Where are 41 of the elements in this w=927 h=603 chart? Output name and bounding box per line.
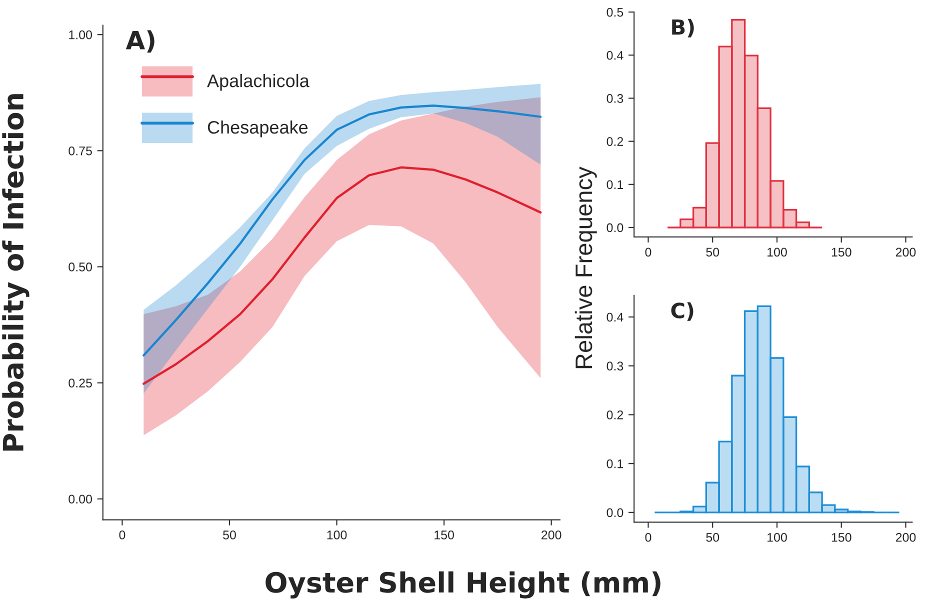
y-tick-label: 0.1 <box>606 180 624 190</box>
x-tick-label: 200 <box>896 532 916 542</box>
line-series <box>142 104 542 357</box>
x-tick-label: 100 <box>768 248 787 257</box>
y-tick-label: 0.3 <box>606 362 624 370</box>
x-tick-label: 0 <box>645 532 652 542</box>
x-tick-label: 0 <box>645 248 652 257</box>
chart-title: C) <box>671 302 694 321</box>
y-tick-label: 0.25 <box>68 378 92 388</box>
x-tick-label: 50 <box>706 532 720 542</box>
y-tick-label: 0.3 <box>606 94 624 103</box>
x-tick-label: 50 <box>706 248 720 257</box>
x-tick-label: 150 <box>832 532 852 542</box>
x-tick-label: 150 <box>832 248 852 257</box>
y-axis-title: Probability of Infection <box>2 94 30 451</box>
y-tick-label: 0.2 <box>606 410 624 420</box>
x-tick-label: 200 <box>542 530 562 540</box>
x-tick-label: 100 <box>327 530 347 540</box>
x-axis-title: Oyster Shell Height (mm) <box>266 571 660 598</box>
legend-label: Apalachicola <box>207 74 310 91</box>
y-tick-label: 0.5 <box>606 8 624 17</box>
x-tick-label: 200 <box>896 248 916 257</box>
y-tick-label: 0.75 <box>68 146 92 156</box>
legend-label: Chesapeake <box>208 120 308 138</box>
y-tick-label: 1.00 <box>69 30 92 40</box>
y-tick-label: 0.00 <box>68 494 92 504</box>
y-tick-label: 0.0 <box>606 508 624 518</box>
y-tick-label: 0.4 <box>606 312 624 322</box>
line-series <box>142 166 542 385</box>
y-tick-label: 0.1 <box>606 459 624 468</box>
y-tick-label: 0.50 <box>68 262 92 272</box>
x-tick-label: 100 <box>768 532 787 542</box>
y-tick-label: 0.2 <box>606 137 624 146</box>
y-tick-label: 0.4 <box>606 50 624 60</box>
chart-title: A) <box>126 30 154 53</box>
x-tick-label: 150 <box>434 530 454 540</box>
y-axis-title: Relative Frequency <box>574 166 597 368</box>
y-tick-label: 0.0 <box>606 223 624 232</box>
chart-title: B) <box>672 18 694 38</box>
x-tick-label: 0 <box>119 530 126 540</box>
x-tick-label: 50 <box>223 530 236 540</box>
